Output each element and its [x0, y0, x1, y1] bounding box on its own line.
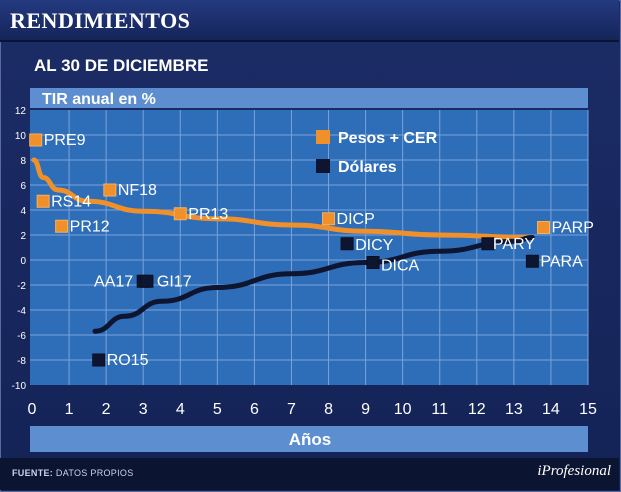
y-tick-label: -6 [17, 331, 26, 342]
source-note: FUENTE: DATOS PROPIOS [12, 468, 134, 478]
point-label: PARP [552, 220, 594, 237]
x-tick-label: 3 [139, 401, 148, 418]
point-label: RO15 [107, 352, 149, 369]
x-tick-label: 0 [28, 401, 37, 418]
legend-swatch [316, 130, 330, 144]
point-parp [537, 221, 551, 234]
x-tick-label: 15 [579, 401, 597, 418]
point-dicp [322, 212, 336, 226]
point-gi17 [140, 274, 154, 288]
point-label: AA17 [94, 273, 133, 290]
x-tick-label: 9 [361, 401, 370, 418]
point-label: DICA [381, 258, 420, 275]
y-tick-label: 8 [20, 156, 26, 167]
point-pr12 [55, 219, 69, 233]
point-label: PRE9 [44, 132, 86, 149]
y-tick-label: 10 [15, 131, 27, 142]
y-tick-label: -8 [17, 356, 26, 367]
y-tick-label: -10 [12, 381, 27, 392]
point-pary [481, 237, 495, 251]
x-tick-label: 14 [542, 401, 560, 418]
trend-line-pesos [31, 157, 535, 240]
y-axis-label: TIR anual en % [42, 91, 156, 108]
point-label: PR12 [70, 218, 110, 235]
y-tick-label: 4 [20, 206, 26, 217]
point-label: DICP [337, 211, 375, 228]
x-tick-label: 8 [324, 401, 333, 418]
x-tick-label: 4 [176, 401, 185, 418]
ylabel-band [30, 88, 588, 108]
source-text: DATOS PROPIOS [55, 468, 134, 478]
x-tick-label: 1 [65, 401, 74, 418]
x-tick-label: 6 [250, 401, 259, 418]
point-label: RS14 [51, 193, 91, 210]
y-tick-label: -4 [17, 306, 26, 317]
point-rs14 [36, 194, 50, 208]
point-pr13 [173, 207, 187, 221]
point-ro15 [92, 353, 106, 367]
x-tick-label: 2 [102, 401, 111, 418]
x-tick-label: 5 [213, 401, 222, 418]
point-dicy [340, 237, 354, 251]
point-label: PARA [540, 253, 583, 270]
xlabel-band [30, 426, 588, 452]
legend-label: Dólares [338, 159, 397, 176]
point-label: PR13 [188, 206, 228, 223]
x-tick-label: 11 [431, 401, 448, 418]
point-label: GI17 [157, 273, 192, 290]
chart-title: RENDIMIENTOS [10, 8, 191, 33]
y-tick-label: -2 [17, 281, 26, 292]
x-tick-label: 7 [287, 401, 296, 418]
footer-bar [0, 458, 619, 490]
x-tick-label: 12 [468, 401, 486, 418]
point-label: DICY [355, 237, 394, 254]
y-tick-label: 6 [20, 181, 26, 192]
point-pre9 [29, 133, 43, 147]
point-dica [366, 256, 380, 269]
header-bar [0, 0, 619, 42]
y-tick-label: 0 [20, 256, 26, 267]
brand-logo: iProfesional [537, 463, 611, 479]
point-label: PARY [493, 236, 535, 253]
point-nf18 [103, 183, 117, 197]
x-tick-label: 10 [394, 401, 412, 418]
x-tick-label: 13 [505, 401, 523, 418]
x-axis-label: Años [289, 430, 332, 449]
y-tick-label: 2 [20, 231, 26, 242]
legend-label: Pesos + CER [338, 130, 438, 147]
chart-subtitle: AL 30 DE DICIEMBRE [34, 56, 209, 75]
y-tick-label: 12 [15, 106, 27, 117]
legend-swatch [316, 159, 330, 173]
source-label: FUENTE: [12, 468, 54, 478]
point-label: NF18 [118, 182, 157, 199]
plot-area [30, 110, 588, 385]
point-para [525, 254, 539, 268]
